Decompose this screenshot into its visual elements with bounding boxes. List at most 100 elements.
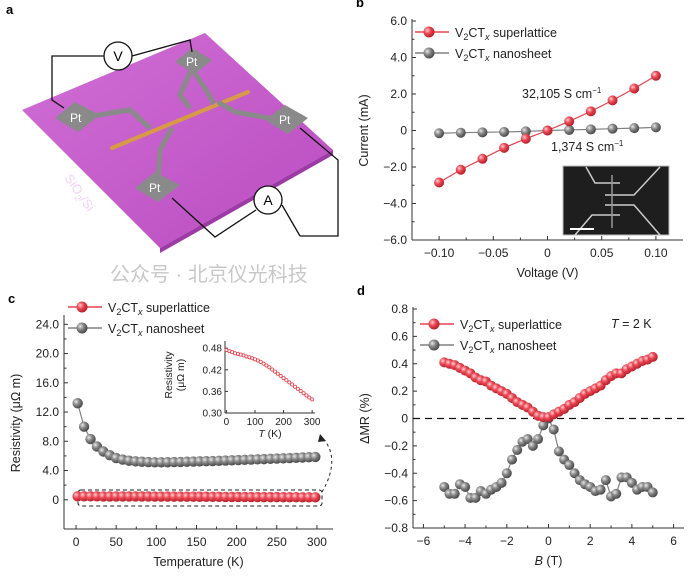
y-tick-label: 2.0 [390,87,407,101]
y-tick-label: 6.0 [390,14,407,28]
pt-pad-label: Pt [149,181,161,195]
sem-background [562,165,670,236]
pt-pad-label: Pt [279,113,291,127]
text-span: superlattice [490,26,557,40]
y-tick-label: 4.0 [390,51,407,65]
sem-electrode [605,204,661,236]
legend-marker-superlattice [423,26,435,38]
legend-label-superlattice: V2CTx superlattice [455,26,557,42]
watermark: 公众号 · 北京仪光科技 [110,263,308,286]
text-span: V [108,301,117,315]
text-span: = 2 K [619,317,653,331]
superlattice-point [310,492,321,503]
x-tick-label: 250 [267,535,287,549]
pt-pad-left: Pt [55,102,100,132]
text-span: 2 [468,324,473,334]
x-tick-label: 0.05 [590,246,614,260]
x-tick-label: 100 [146,535,166,549]
inset-point [304,393,309,398]
nanosheet-point [477,127,488,138]
superlattice-point [499,142,510,153]
y-tick-label: 0.6 [391,329,408,343]
text-span: 2 [116,307,121,317]
sem-inset-image [562,165,670,236]
nanosheet-point [507,454,518,465]
text-span: x [484,53,490,63]
inset-point [307,395,312,400]
text-span: CT [468,47,485,61]
nanowire [110,90,250,150]
text-span: (T) [543,554,562,568]
text-span: CT [468,26,485,40]
text-span: 2 [463,32,468,42]
text-span: superlattice [495,318,562,332]
zoom-arrow [321,437,333,493]
legend-marker-nanosheet [423,47,435,59]
x-axis-label: Voltage (V) [517,266,579,280]
text-span: V [108,322,117,336]
inset-point [270,367,275,372]
text-span: x [489,345,495,355]
x-tick-label: 6 [670,534,677,548]
panel-c-chart: c 0 4.0 8.0 12.0 16.0 20.0 24.0 0 50 100 150 200 250 3… [8,291,333,569]
nanosheet-point [439,481,450,492]
nanosheet-point [78,421,90,432]
text-span: CT [121,301,138,315]
inset-point [275,371,280,376]
pt-pad-label: Pt [70,111,82,125]
text-span: B [535,554,543,568]
nanosheet-point [600,475,611,486]
legend-marker-nanosheet [428,339,440,351]
text-span: x [137,328,143,338]
nanosheet-point [553,446,564,457]
voltmeter-label: V [113,48,123,64]
y-tick-label: −0.2 [384,439,408,453]
y-tick-label: 0.8 [391,302,408,316]
pt-pad-bottom: Pt [135,172,180,202]
text-span: CT [121,322,138,336]
nanosheet-point [449,488,460,499]
nanosheet-point [455,127,466,138]
x-tick-label: 0.10 [644,246,668,260]
nanosheet-point [72,398,83,409]
y-tick-label: −0.8 [384,521,408,535]
inset-point [278,373,283,378]
nanosheet-point [527,440,538,451]
inset-y-tick-label: 0.42 [203,365,223,376]
nanosheet-point [647,487,658,498]
text-span: nanosheet [495,339,557,353]
pt-pad-right: Pt [265,105,308,134]
superlattice-point [542,125,553,136]
legend-nanosheet: V2CTx nanosheet [420,339,557,355]
nanosheet-point [629,123,640,134]
panel-label-b: b [356,0,364,10]
panel-label-c: c [8,291,15,306]
legend-label-superlattice: V2CTx superlattice [460,318,562,334]
text-span: x [137,307,143,317]
resistivity-inset: 0.30 0.36 0.42 0.48 0 100 200 300 T (K) Resistivi… [163,341,321,440]
y-tick-label: 0.2 [391,384,408,398]
substrate [22,33,333,248]
legend-marker-superlattice [428,318,440,330]
legend-nanosheet: V2CTx nanosheet [415,47,552,63]
text-span: (K) [265,428,282,440]
x-tick-label: −4 [458,534,472,548]
voltmeter-icon: V [103,41,133,71]
text-span: 2 [463,53,468,63]
y-tick-label: −0.6 [384,494,408,508]
y-tick-label: −2.0 [383,160,407,174]
nanosheet-point [564,124,575,135]
inset-point [301,391,306,396]
y-tick-label: 0 [52,493,59,507]
x-tick-label: 0 [73,535,80,549]
text-span: −1 [592,86,602,95]
superlattice-point [434,177,445,188]
y-tick-label: 0.4 [391,357,408,371]
text-span: V [455,26,464,40]
x-axis-label: B (T) [535,554,563,568]
text-span: V [460,318,469,332]
superlattice-point [455,164,466,175]
y-tick-label: −0.4 [384,466,408,480]
inset-y-tick-label: 0.30 [203,409,223,420]
